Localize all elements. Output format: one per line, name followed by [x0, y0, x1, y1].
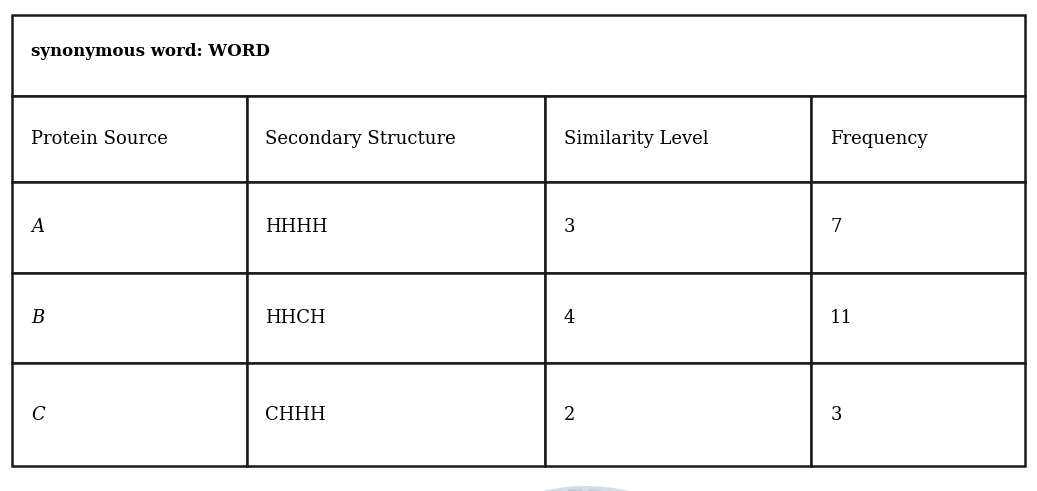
Bar	[812, 182, 1025, 273]
Bar	[545, 182, 812, 273]
Bar	[12, 15, 1025, 96]
Text: Frequency: Frequency	[831, 130, 928, 148]
Bar	[247, 273, 545, 363]
Bar	[12, 363, 247, 466]
Bar	[247, 182, 545, 273]
Text: Similarity Level: Similarity Level	[564, 130, 708, 148]
Text: B: B	[31, 309, 45, 327]
Bar	[12, 182, 247, 273]
Bar	[545, 363, 812, 466]
Bar	[545, 273, 812, 363]
Circle shape	[493, 486, 679, 491]
Text: 2: 2	[564, 406, 576, 424]
Text: A: A	[31, 218, 45, 236]
Text: HHCH: HHCH	[265, 309, 326, 327]
Text: 11: 11	[831, 309, 853, 327]
Bar	[12, 273, 247, 363]
Text: Secondary Structure: Secondary Structure	[265, 130, 456, 148]
Bar	[247, 363, 545, 466]
Bar	[247, 96, 545, 182]
Text: 4: 4	[564, 309, 576, 327]
Text: HHHH: HHHH	[265, 218, 328, 236]
Bar	[812, 273, 1025, 363]
Bar	[545, 96, 812, 182]
Bar	[588, 489, 602, 491]
Text: 3: 3	[831, 406, 842, 424]
Text: Protein Source: Protein Source	[31, 130, 168, 148]
Bar	[568, 490, 582, 491]
Text: 3: 3	[564, 218, 576, 236]
Text: synonymous word: WORD: synonymous word: WORD	[31, 43, 270, 60]
Text: C: C	[31, 406, 45, 424]
Text: 7: 7	[831, 218, 841, 236]
Text: CHHH: CHHH	[265, 406, 326, 424]
Bar	[812, 363, 1025, 466]
Bar	[12, 96, 247, 182]
Bar	[812, 96, 1025, 182]
